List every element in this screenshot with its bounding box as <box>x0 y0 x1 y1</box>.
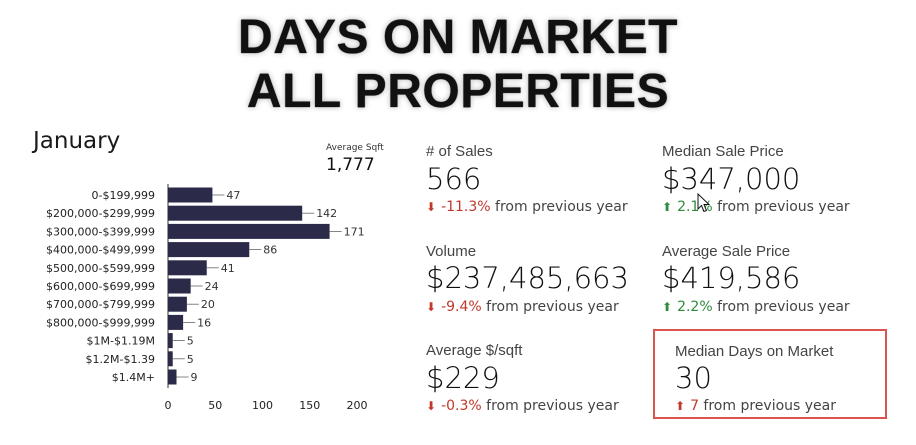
bar <box>168 351 173 367</box>
volume-change-value: -9.4% <box>441 299 482 315</box>
median-days-on-market-label: Median Days on Market <box>675 343 834 360</box>
median-sale-price-change: ⬆ 2.1% from previous year <box>662 199 850 215</box>
chart-title: January <box>33 128 121 154</box>
price-per-sqft-change-value: -0.3% <box>441 398 482 414</box>
data-label: 86 <box>263 244 277 257</box>
volume-change-suffix: from previous year <box>481 299 619 315</box>
bar <box>168 223 330 239</box>
data-label: 47 <box>226 189 240 202</box>
arrow-down-icon: ⬇ <box>426 300 437 314</box>
x-tick-label: 100 <box>252 399 273 412</box>
category-label: $1.2M-$1.39 <box>86 353 155 366</box>
price-per-sqft-label: Average $/sqft <box>426 342 523 359</box>
median-sale-price-label: Median Sale Price <box>662 143 784 160</box>
median-days-on-market-value: 30 <box>675 361 712 395</box>
mouse-pointer-icon <box>697 193 711 213</box>
bar <box>168 242 250 258</box>
bar <box>168 296 187 312</box>
category-label: $400,000-$499,999 <box>46 244 155 257</box>
category-label: $700,000-$799,999 <box>46 298 155 311</box>
x-tick-label: 0 <box>165 399 172 412</box>
average-sale-price-label: Average Sale Price <box>662 243 791 260</box>
volume-change: ⬇ -9.4% from previous year <box>426 299 619 315</box>
average-sqft-label: Average Sqft <box>326 143 384 153</box>
highlight-box <box>653 329 887 419</box>
data-label: 142 <box>316 207 337 220</box>
sales-count-change-suffix: from previous year <box>490 199 628 215</box>
arrow-down-icon: ⬇ <box>426 399 437 413</box>
median-sale-price-value: $347,000 <box>662 162 801 196</box>
category-label: 0-$199,999 <box>92 189 155 202</box>
data-label: 9 <box>191 371 198 384</box>
average-sale-price-change-value: 2.2% <box>677 299 713 315</box>
arrow-up-icon: ⬆ <box>662 200 673 214</box>
bar <box>168 369 177 385</box>
data-label: 171 <box>344 225 365 238</box>
price-per-sqft-value: $229 <box>426 361 500 395</box>
bar <box>168 205 303 221</box>
price-range-bar-chart: 0-$199,999 47 $200,000-$299,999 142 $300,000… <box>46 184 368 412</box>
average-sale-price-change: ⬆ 2.2% from previous year <box>662 299 850 315</box>
sales-count-label: # of Sales <box>426 143 493 160</box>
data-label: 24 <box>205 280 219 293</box>
x-tick-label: 200 <box>347 399 368 412</box>
arrow-up-icon: ⬆ <box>675 399 686 413</box>
data-label: 5 <box>187 353 194 366</box>
arrow-up-icon: ⬆ <box>662 300 673 314</box>
sales-count-change: ⬇ -11.3% from previous year <box>426 199 628 215</box>
category-label: $1M-$1.19M <box>87 335 155 348</box>
median-days-on-market-change: ⬆ 7 from previous year <box>675 398 836 414</box>
median-sale-price-change-suffix: from previous year <box>712 199 850 215</box>
price-per-sqft-change-suffix: from previous year <box>481 398 619 414</box>
headline-line-2: ALL PROPERTIES <box>246 65 670 118</box>
data-label: 41 <box>221 262 235 275</box>
category-label: $200,000-$299,999 <box>46 207 155 220</box>
volume-value: $237,485,663 <box>426 261 629 295</box>
x-tick-label: 50 <box>208 399 222 412</box>
category-label: $500,000-$599,999 <box>46 262 155 275</box>
arrow-down-icon: ⬇ <box>426 200 437 214</box>
sales-count-value: 566 <box>426 162 482 196</box>
category-label: $800,000-$999,999 <box>46 316 155 329</box>
volume-label: Volume <box>426 243 477 260</box>
headline-line-1: DAYS ON MARKET <box>238 11 678 64</box>
bar <box>168 260 207 276</box>
category-label: $600,000-$699,999 <box>46 280 155 293</box>
median-days-on-market-change-suffix: from previous year <box>698 398 837 414</box>
price-per-sqft-change: ⬇ -0.3% from previous year <box>426 398 619 414</box>
sales-count-change-value: -11.3% <box>441 199 491 215</box>
category-label: $1.4M+ <box>112 371 155 384</box>
bar <box>168 187 213 203</box>
bar <box>168 314 184 330</box>
bar <box>168 278 191 294</box>
data-label: 5 <box>187 335 194 348</box>
average-sale-price-value: $419,586 <box>662 261 801 295</box>
data-label: 16 <box>197 316 211 329</box>
median-days-on-market-change-value: 7 <box>690 398 699 414</box>
category-label: $300,000-$399,999 <box>46 225 155 238</box>
x-tick-label: 150 <box>299 399 320 412</box>
average-sale-price-change-suffix: from previous year <box>712 299 850 315</box>
bar <box>168 333 173 349</box>
average-sqft-value: 1,777 <box>326 155 375 175</box>
data-label: 20 <box>201 298 215 311</box>
